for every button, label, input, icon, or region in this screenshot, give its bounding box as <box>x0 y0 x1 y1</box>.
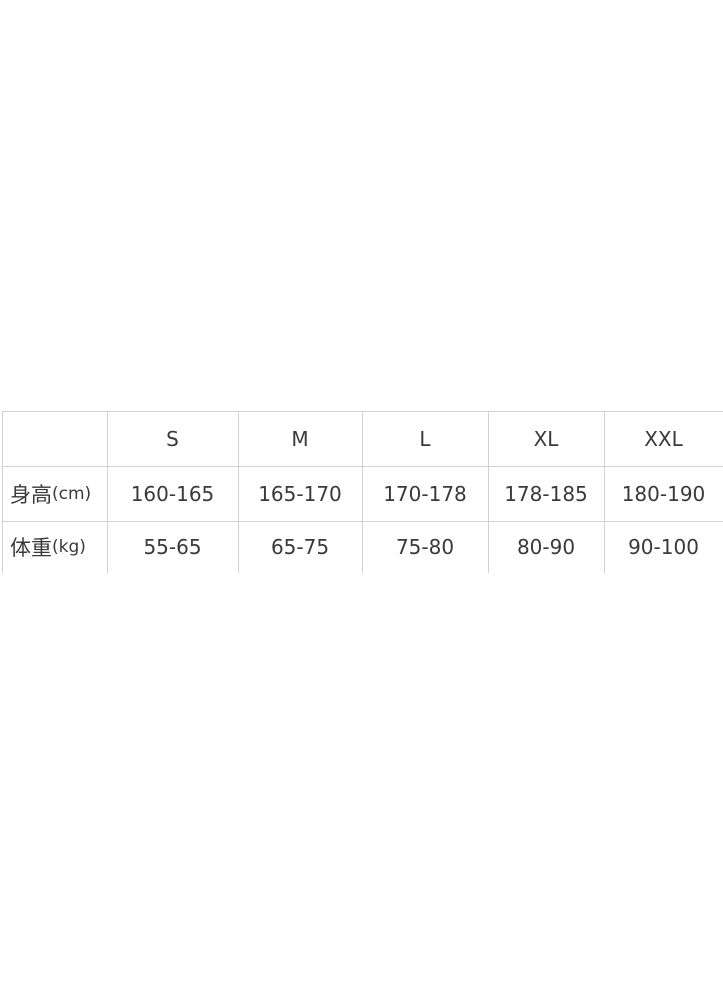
column-divider <box>2 411 3 573</box>
size-header-cell: M <box>238 411 362 466</box>
size-header-cell: XXL <box>604 411 723 466</box>
size-label: M <box>291 426 309 451</box>
row-label-cell: 体重 (kg) <box>2 521 115 573</box>
table-cell: 65-75 <box>238 521 362 573</box>
table-cell: 170-178 <box>362 466 488 521</box>
size-header-cell: L <box>362 411 488 466</box>
range-value: 75-80 <box>395 535 455 559</box>
size-label: S <box>166 426 179 451</box>
column-divider <box>488 411 489 573</box>
size-label: L <box>419 426 431 451</box>
range-value: 65-75 <box>270 535 330 559</box>
range-value: 180-190 <box>621 481 706 506</box>
row-label-cell: 身高 (cm) <box>2 466 115 521</box>
table-cell: 178-185 <box>488 466 604 521</box>
range-value: 80-90 <box>516 535 576 559</box>
size-header-cell: S <box>107 411 238 466</box>
row-label: 体重 <box>10 536 52 560</box>
column-divider <box>362 411 363 573</box>
range-value: 90-100 <box>628 535 699 559</box>
table-cell: 90-100 <box>604 521 723 573</box>
size-chart-table: S M L XL XXL 身高 (cm) 160-165 165-170 170-178 178-1… <box>2 411 723 573</box>
size-label: XL <box>533 426 559 451</box>
table-cell: 75-80 <box>362 521 488 573</box>
column-divider <box>107 411 108 573</box>
table-cell: 165-170 <box>238 466 362 521</box>
range-value: 165-170 <box>258 481 342 506</box>
size-label: XXL <box>644 426 683 451</box>
range-value: 178-185 <box>504 481 588 506</box>
range-value: 55-65 <box>143 535 202 559</box>
column-divider <box>238 411 239 573</box>
table-cell: 55-65 <box>107 521 238 573</box>
header-corner-cell <box>2 411 107 466</box>
range-value: 160-165 <box>130 481 215 506</box>
table-cell: 80-90 <box>488 521 604 573</box>
table-cell: 160-165 <box>107 466 238 521</box>
row-unit: (cm) <box>52 483 92 504</box>
range-value: 170-178 <box>383 481 467 506</box>
size-header-cell: XL <box>488 411 604 466</box>
row-label: 身高 <box>10 482 52 507</box>
column-divider <box>604 411 605 573</box>
row-unit: (kg) <box>52 537 86 557</box>
table-cell: 180-190 <box>604 466 723 521</box>
